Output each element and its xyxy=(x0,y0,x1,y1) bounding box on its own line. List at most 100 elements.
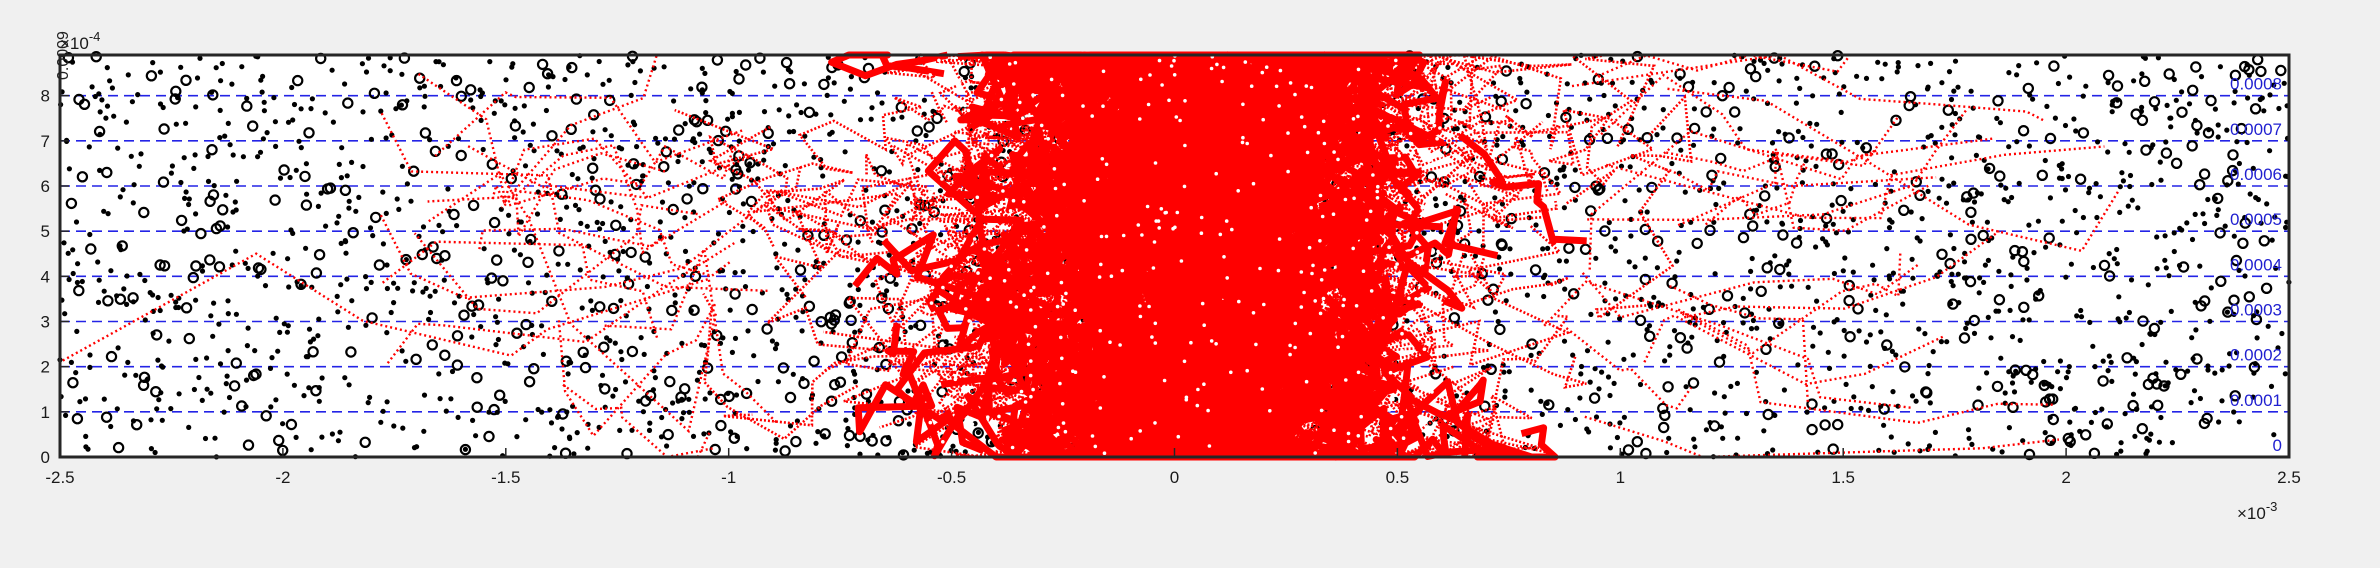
particle-small xyxy=(183,120,189,126)
particle-small xyxy=(423,285,429,291)
particle-large xyxy=(2079,429,2092,441)
particle-small xyxy=(1985,257,1991,263)
particle-large xyxy=(2222,306,2234,318)
particle-small xyxy=(703,110,709,116)
core-speck xyxy=(1369,289,1374,293)
particle-small xyxy=(230,152,236,158)
particle-large xyxy=(169,93,181,105)
particle-small xyxy=(178,64,184,70)
particle-small xyxy=(157,307,163,314)
particle-small xyxy=(2009,334,2016,340)
particle-small xyxy=(1951,180,1957,186)
particle-small xyxy=(2177,225,2183,231)
core-speck xyxy=(1401,436,1406,441)
particle-small xyxy=(1772,253,1778,259)
particle-small xyxy=(2163,139,2169,145)
particle-small xyxy=(205,178,212,184)
trajectory-dotted xyxy=(909,200,1094,370)
core-speck xyxy=(1090,114,1094,118)
contour-label-4: 0.0004 xyxy=(2230,255,2282,274)
particle-large xyxy=(1728,106,1741,118)
particle-small xyxy=(1750,317,1756,324)
particle-small xyxy=(1605,311,1611,317)
particle-small xyxy=(1632,264,1638,270)
particle-small xyxy=(1977,134,1983,140)
particle-small xyxy=(702,396,708,402)
particle-large xyxy=(914,319,927,331)
trajectory-dotted xyxy=(1362,83,1481,205)
particle-small xyxy=(1629,79,1635,85)
core-speck xyxy=(1254,342,1258,347)
core-speck xyxy=(941,440,945,444)
trajectory-dotted xyxy=(959,66,1065,155)
particle-small xyxy=(2126,149,2132,155)
particle-small xyxy=(2062,122,2069,129)
particle-small xyxy=(478,117,484,123)
particle-large xyxy=(2202,127,2215,139)
particle-small xyxy=(829,129,835,135)
particle-large xyxy=(158,123,170,135)
particle-small xyxy=(1794,75,1800,81)
particle-small xyxy=(421,104,427,110)
particle-small xyxy=(518,219,524,225)
particle-large xyxy=(310,385,322,397)
particle-large xyxy=(2237,237,2249,249)
particle-small xyxy=(293,167,299,173)
x-axis: -2.5 -2 -1.5 -1 -0.5 0 0.5 1 1.5 2 2.5 xyxy=(45,448,2301,487)
particle-small xyxy=(1831,270,1837,277)
particle-small xyxy=(1627,164,1633,170)
trajectory-dotted xyxy=(1210,356,1456,441)
trajectory-dotted xyxy=(923,359,1045,436)
particle-small xyxy=(2224,309,2230,315)
particle-large xyxy=(73,284,85,297)
core-speck xyxy=(1013,378,1017,383)
core-speck xyxy=(1055,213,1059,218)
particle-small xyxy=(1617,316,1623,322)
particle-small xyxy=(2158,319,2164,325)
core-speck xyxy=(1202,323,1206,328)
core-speck xyxy=(949,264,953,269)
particle-small xyxy=(1728,383,1734,389)
particle-small xyxy=(1776,129,1782,135)
core-speck xyxy=(1420,292,1425,296)
particle-large xyxy=(1643,330,1656,342)
particle-small xyxy=(2017,337,2023,343)
particle-small xyxy=(63,412,69,418)
particle-small xyxy=(1692,322,1698,328)
particle-large xyxy=(76,171,89,183)
particle-small xyxy=(2088,419,2094,425)
particle-small xyxy=(1614,434,1620,441)
particle-large xyxy=(497,275,509,287)
particle-small xyxy=(1984,219,1990,225)
core-speck xyxy=(1229,370,1233,375)
particle-large xyxy=(278,164,290,176)
particle-small xyxy=(181,228,187,234)
particle-small xyxy=(194,75,201,81)
particle-small xyxy=(168,292,174,298)
core-speck xyxy=(1073,370,1078,375)
contour-label-1: 0.0001 xyxy=(2230,391,2282,410)
particle-small xyxy=(1539,411,1545,417)
particle-large xyxy=(2239,217,2251,229)
particle-small xyxy=(121,286,127,292)
particle-small xyxy=(1961,259,1968,265)
core-speck xyxy=(1023,400,1028,404)
particle-small xyxy=(204,355,210,361)
particle-small xyxy=(772,447,779,453)
particle-large xyxy=(1674,332,1687,344)
particle-small xyxy=(388,309,394,316)
trajectory-dotted xyxy=(1053,307,1150,459)
particle-small xyxy=(1939,124,1945,130)
particle-small xyxy=(66,276,72,283)
particle-small xyxy=(269,355,275,361)
particle-small xyxy=(1737,126,1743,132)
particle-small xyxy=(688,86,694,92)
particle-small xyxy=(344,276,350,282)
particle-small xyxy=(124,273,130,279)
particle-small xyxy=(277,329,283,335)
particle-large xyxy=(1704,224,1716,236)
particle-large xyxy=(1495,95,1507,107)
particle-small xyxy=(270,250,276,256)
particle-large xyxy=(2074,173,2087,185)
particle-small xyxy=(1966,435,1972,441)
